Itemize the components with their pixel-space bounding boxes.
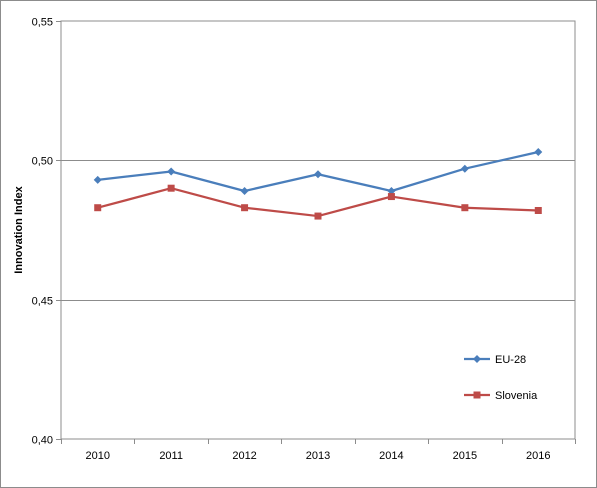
data-point-slovenia <box>167 184 175 192</box>
legend-label: EU-28 <box>495 354 526 366</box>
data-point-slovenia <box>94 204 102 212</box>
y-tick-label: 0,45 <box>32 296 53 308</box>
x-tick-label: 2010 <box>85 450 109 462</box>
legend-item-slovenia: Slovenia <box>464 390 538 402</box>
y-tick-label: 0,40 <box>32 435 53 447</box>
data-point-eu-28 <box>534 147 543 156</box>
data-point-eu-28 <box>93 175 102 184</box>
data-point-eu-28 <box>167 167 176 176</box>
y-tick-label: 0,55 <box>32 17 53 29</box>
legend-swatch-marker <box>473 355 481 363</box>
legend-label: Slovenia <box>495 390 538 402</box>
data-point-eu-28 <box>314 170 322 179</box>
x-tick-label: 2014 <box>379 450 403 462</box>
legend-item-eu-28: EU-28 <box>464 354 526 366</box>
tick-labels: 0,40 0,45 0,50 0,55 2010 2011 2012 2013 2014 2015… <box>32 17 551 463</box>
data-point-eu-28 <box>240 186 249 195</box>
x-tick-label: 2016 <box>526 450 550 462</box>
series-line-slovenia <box>97 187 539 218</box>
series <box>93 147 543 220</box>
legend-swatch-marker <box>473 391 481 399</box>
y-tick-label: 0,50 <box>32 156 53 168</box>
x-tick-label: 2012 <box>232 450 256 462</box>
plot-area <box>60 20 576 440</box>
data-point-eu-28 <box>460 164 469 173</box>
gridlines <box>61 160 575 301</box>
x-tick-label: 2011 <box>159 450 183 462</box>
y-axis-title: Innovation Index <box>13 185 25 273</box>
series-eu-28 <box>93 147 543 195</box>
data-point-slovenia <box>241 204 249 212</box>
series-slovenia <box>94 184 542 220</box>
data-point-slovenia <box>387 193 395 201</box>
x-tick-label: 2015 <box>453 450 477 462</box>
data-point-slovenia <box>314 212 322 220</box>
axes <box>56 20 576 444</box>
legend: EU-28 Slovenia <box>464 354 538 402</box>
data-point-slovenia <box>534 206 542 214</box>
data-point-slovenia <box>461 204 469 212</box>
data-point-eu-28 <box>387 186 396 195</box>
x-tick-label: 2013 <box>306 450 330 462</box>
